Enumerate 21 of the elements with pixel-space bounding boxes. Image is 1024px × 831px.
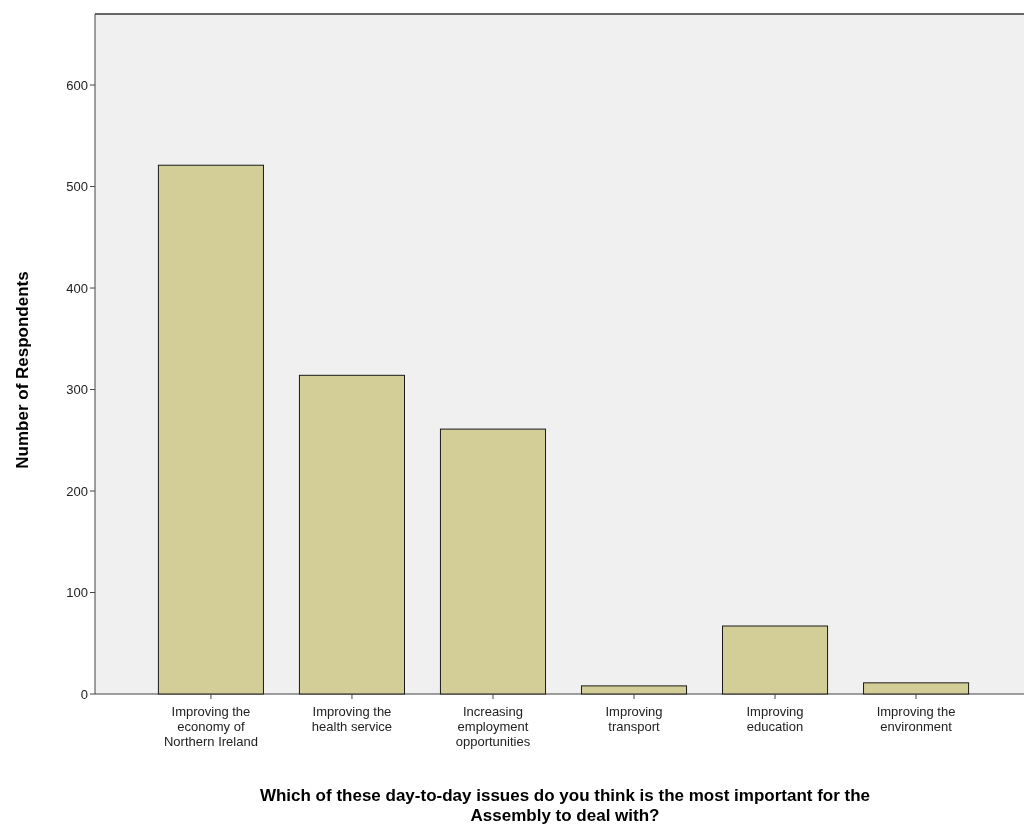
bar <box>298 374 405 695</box>
y-tick-label: 300 <box>66 382 88 398</box>
y-tick-label: 100 <box>66 585 88 601</box>
y-axis-title: Number of Respondents <box>13 271 32 469</box>
x-axis-title: Which of these day-to-day issues do you think is the most important for the Assembly to deal with? <box>259 786 871 825</box>
y-tick-label: 200 <box>66 483 88 499</box>
bar <box>722 625 829 695</box>
x-tick-label: Improving the health service <box>311 704 393 734</box>
bar <box>863 682 970 695</box>
y-tick-label: 600 <box>66 77 88 93</box>
x-tick-label: Increasing employment opportunities <box>455 704 531 749</box>
bar <box>439 428 547 695</box>
y-tick-label: 500 <box>66 179 88 195</box>
x-tick-label: Improving education <box>746 704 804 734</box>
x-tick-label: Improving the economy of Northern Ireland <box>163 704 258 749</box>
x-tick-label: Improving the environment <box>876 704 956 734</box>
bar <box>580 685 688 695</box>
y-tick-label: 400 <box>66 280 88 296</box>
x-tick-label: Improving transport <box>605 704 663 734</box>
y-tick-label: 0 <box>80 686 88 702</box>
bar <box>157 164 264 695</box>
